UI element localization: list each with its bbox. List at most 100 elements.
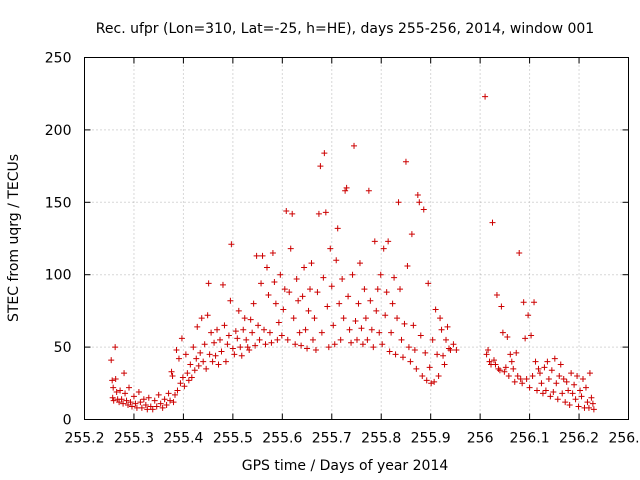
- data-point: [238, 352, 245, 359]
- y-tick-label: 150: [45, 195, 72, 211]
- data-point: [361, 286, 368, 293]
- data-point: [138, 404, 145, 411]
- data-point: [389, 300, 396, 307]
- x-tick-label: 256: [467, 431, 494, 447]
- data-point: [112, 375, 119, 382]
- data-point: [302, 326, 309, 333]
- data-point: [217, 336, 224, 343]
- data-point: [410, 322, 417, 329]
- data-point: [280, 306, 287, 313]
- data-point: [320, 274, 327, 281]
- data-point: [142, 402, 149, 409]
- data-point: [255, 322, 262, 329]
- data-point: [392, 351, 399, 358]
- data-point: [252, 342, 259, 349]
- data-point: [151, 397, 158, 404]
- data-point: [269, 249, 276, 256]
- data-point: [222, 358, 229, 365]
- data-point: [373, 307, 380, 314]
- data-point: [137, 399, 144, 406]
- data-point: [483, 351, 490, 358]
- data-point: [205, 280, 212, 287]
- data-point: [208, 329, 215, 336]
- data-point: [112, 344, 119, 351]
- data-point: [556, 373, 563, 380]
- data-point: [510, 365, 517, 372]
- data-point: [108, 357, 115, 364]
- data-point: [178, 335, 185, 342]
- data-point: [324, 303, 331, 310]
- data-point: [197, 349, 204, 356]
- data-point: [337, 336, 344, 343]
- data-point: [345, 293, 352, 300]
- data-point: [545, 375, 552, 382]
- data-point: [278, 332, 285, 339]
- y-tick-layer: 0 50 100 150 200 250: [45, 51, 629, 429]
- data-point: [353, 336, 360, 343]
- data-point: [575, 403, 582, 410]
- data-point: [295, 297, 302, 304]
- data-point: [200, 358, 207, 365]
- data-point: [386, 348, 393, 355]
- data-point: [289, 210, 296, 217]
- data-point: [585, 404, 592, 411]
- data-point: [422, 349, 429, 356]
- data-point: [352, 318, 359, 325]
- data-point: [298, 342, 305, 349]
- data-point: [544, 358, 551, 365]
- data-point: [120, 400, 127, 407]
- data-point: [243, 336, 250, 343]
- data-point: [265, 291, 272, 298]
- data-point: [221, 322, 228, 329]
- data-point: [578, 393, 585, 400]
- data-point: [502, 364, 509, 371]
- data-point: [482, 93, 489, 100]
- data-point: [173, 346, 180, 353]
- data-point: [420, 206, 427, 213]
- data-point: [311, 315, 318, 322]
- data-point: [211, 339, 218, 346]
- data-point: [184, 370, 191, 377]
- data-point: [181, 383, 188, 390]
- data-point: [315, 210, 322, 217]
- data-point: [362, 315, 369, 322]
- data-point: [188, 374, 195, 381]
- data-point: [191, 367, 198, 374]
- data-point: [170, 399, 177, 406]
- data-point: [401, 320, 408, 327]
- data-point: [440, 352, 447, 359]
- data-point: [149, 406, 156, 413]
- data-point: [261, 326, 268, 333]
- data-point: [182, 351, 189, 358]
- data-point: [499, 329, 506, 336]
- data-point: [492, 361, 499, 368]
- data-point: [557, 361, 564, 368]
- data-point: [522, 335, 529, 342]
- data-point: [426, 364, 433, 371]
- data-point: [496, 367, 503, 374]
- data-point: [339, 276, 346, 283]
- data-point: [531, 299, 538, 306]
- data-point: [250, 300, 257, 307]
- x-tick-label: 256.1: [510, 431, 550, 447]
- data-point: [438, 326, 445, 333]
- data-point: [312, 346, 319, 353]
- data-point: [153, 403, 160, 410]
- data-point: [588, 394, 595, 401]
- data-point: [429, 336, 436, 343]
- data-point: [292, 341, 299, 348]
- data-point: [508, 358, 515, 365]
- data-point: [450, 341, 457, 348]
- data-point: [235, 307, 242, 314]
- grid-layer: [84, 57, 629, 420]
- data-point: [532, 358, 539, 365]
- plot-frame: [84, 57, 629, 420]
- data-point: [179, 374, 186, 381]
- x-tick-label: 255.5: [213, 431, 253, 447]
- data-point: [559, 390, 566, 397]
- data-point: [519, 380, 526, 387]
- data-point: [168, 368, 175, 375]
- data-point: [568, 370, 575, 377]
- data-point: [209, 358, 216, 365]
- data-point: [541, 364, 548, 371]
